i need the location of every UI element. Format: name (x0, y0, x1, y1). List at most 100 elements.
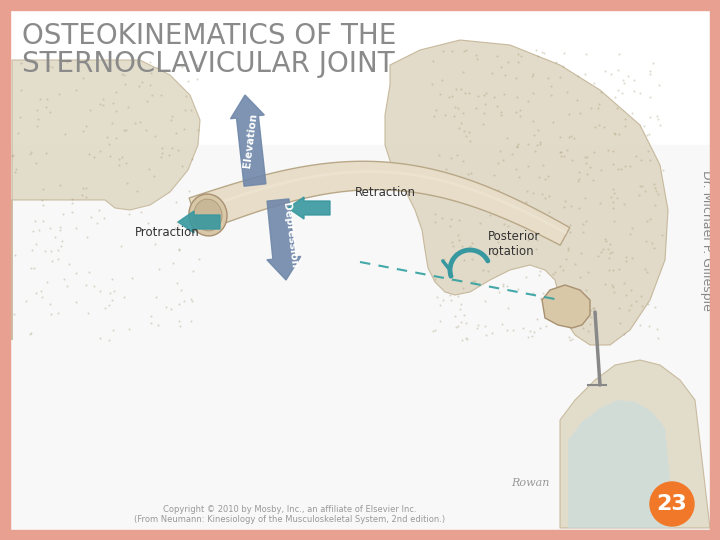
Point (24, 264, 36, 272)
Point (559, 49, 570, 57)
Point (572, 72, 584, 80)
Point (603, 145, 614, 154)
Point (53, 246, 64, 254)
Point (81, 280, 92, 289)
Point (26, 246, 37, 254)
Point (635, 156, 647, 165)
Point (612, 66, 624, 75)
Point (494, 146, 505, 155)
Point (145, 69, 157, 78)
Point (458, 127, 469, 136)
Point (562, 87, 573, 96)
Point (172, 221, 184, 230)
Point (490, 251, 502, 260)
Point (564, 227, 576, 236)
Point (634, 181, 646, 190)
Point (652, 325, 663, 334)
Point (557, 62, 569, 70)
Point (503, 303, 514, 312)
Point (512, 139, 523, 148)
Point (510, 74, 522, 83)
Point (104, 335, 115, 344)
Point (607, 197, 618, 206)
Point (624, 161, 636, 170)
Point (121, 159, 132, 167)
Point (626, 286, 637, 294)
Point (644, 156, 656, 165)
Point (642, 300, 654, 308)
Point (636, 302, 648, 310)
Point (496, 320, 508, 328)
Point (458, 311, 469, 320)
Point (563, 109, 575, 118)
Point (563, 333, 575, 341)
Point (579, 193, 590, 202)
Point (564, 335, 575, 344)
Point (614, 319, 626, 327)
Point (498, 220, 510, 229)
Point (118, 70, 130, 79)
Point (440, 165, 451, 173)
Point (561, 146, 572, 154)
Point (607, 185, 618, 193)
Point (145, 312, 157, 320)
Point (588, 303, 599, 312)
Point (649, 184, 661, 192)
Point (656, 231, 667, 239)
Point (70, 268, 81, 277)
Point (516, 51, 527, 60)
Point (600, 280, 611, 289)
Point (479, 321, 490, 330)
Polygon shape (568, 400, 675, 528)
Point (608, 282, 619, 291)
Point (97, 94, 109, 103)
Point (539, 174, 551, 183)
Point (573, 204, 585, 212)
Point (153, 321, 164, 329)
Point (546, 313, 558, 321)
Point (59, 130, 71, 139)
Point (134, 82, 145, 90)
Point (461, 319, 472, 328)
Point (582, 153, 593, 161)
Point (94, 334, 106, 342)
Point (589, 79, 600, 87)
Point (54, 223, 66, 232)
Point (71, 297, 82, 306)
Point (50, 233, 61, 242)
Point (43, 62, 55, 70)
Point (644, 92, 656, 101)
Point (565, 202, 577, 211)
Point (509, 211, 521, 219)
Point (558, 202, 570, 211)
Point (607, 160, 618, 168)
Point (430, 275, 441, 284)
Point (37, 217, 49, 226)
Point (148, 172, 159, 180)
Point (531, 141, 542, 150)
Point (81, 193, 92, 202)
Point (628, 76, 639, 85)
Point (42, 278, 53, 286)
Point (657, 165, 669, 174)
Point (547, 269, 559, 278)
Point (512, 57, 523, 66)
Point (477, 266, 489, 274)
Point (530, 46, 541, 55)
Point (175, 286, 186, 295)
Point (108, 286, 120, 295)
Point (643, 129, 654, 138)
Point (45, 310, 57, 319)
Point (52, 255, 63, 264)
Point (460, 46, 472, 55)
Point (54, 225, 66, 234)
Point (29, 264, 40, 272)
Point (539, 194, 551, 202)
Point (648, 179, 660, 188)
Point (94, 99, 106, 108)
Point (45, 247, 57, 255)
Point (607, 266, 618, 274)
Point (510, 107, 522, 116)
Point (577, 228, 588, 237)
Point (641, 237, 652, 245)
